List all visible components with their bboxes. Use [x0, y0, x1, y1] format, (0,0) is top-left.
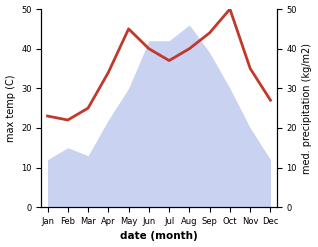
Y-axis label: med. precipitation (kg/m2): med. precipitation (kg/m2)	[302, 43, 313, 174]
Y-axis label: max temp (C): max temp (C)	[5, 74, 16, 142]
X-axis label: date (month): date (month)	[120, 231, 198, 242]
